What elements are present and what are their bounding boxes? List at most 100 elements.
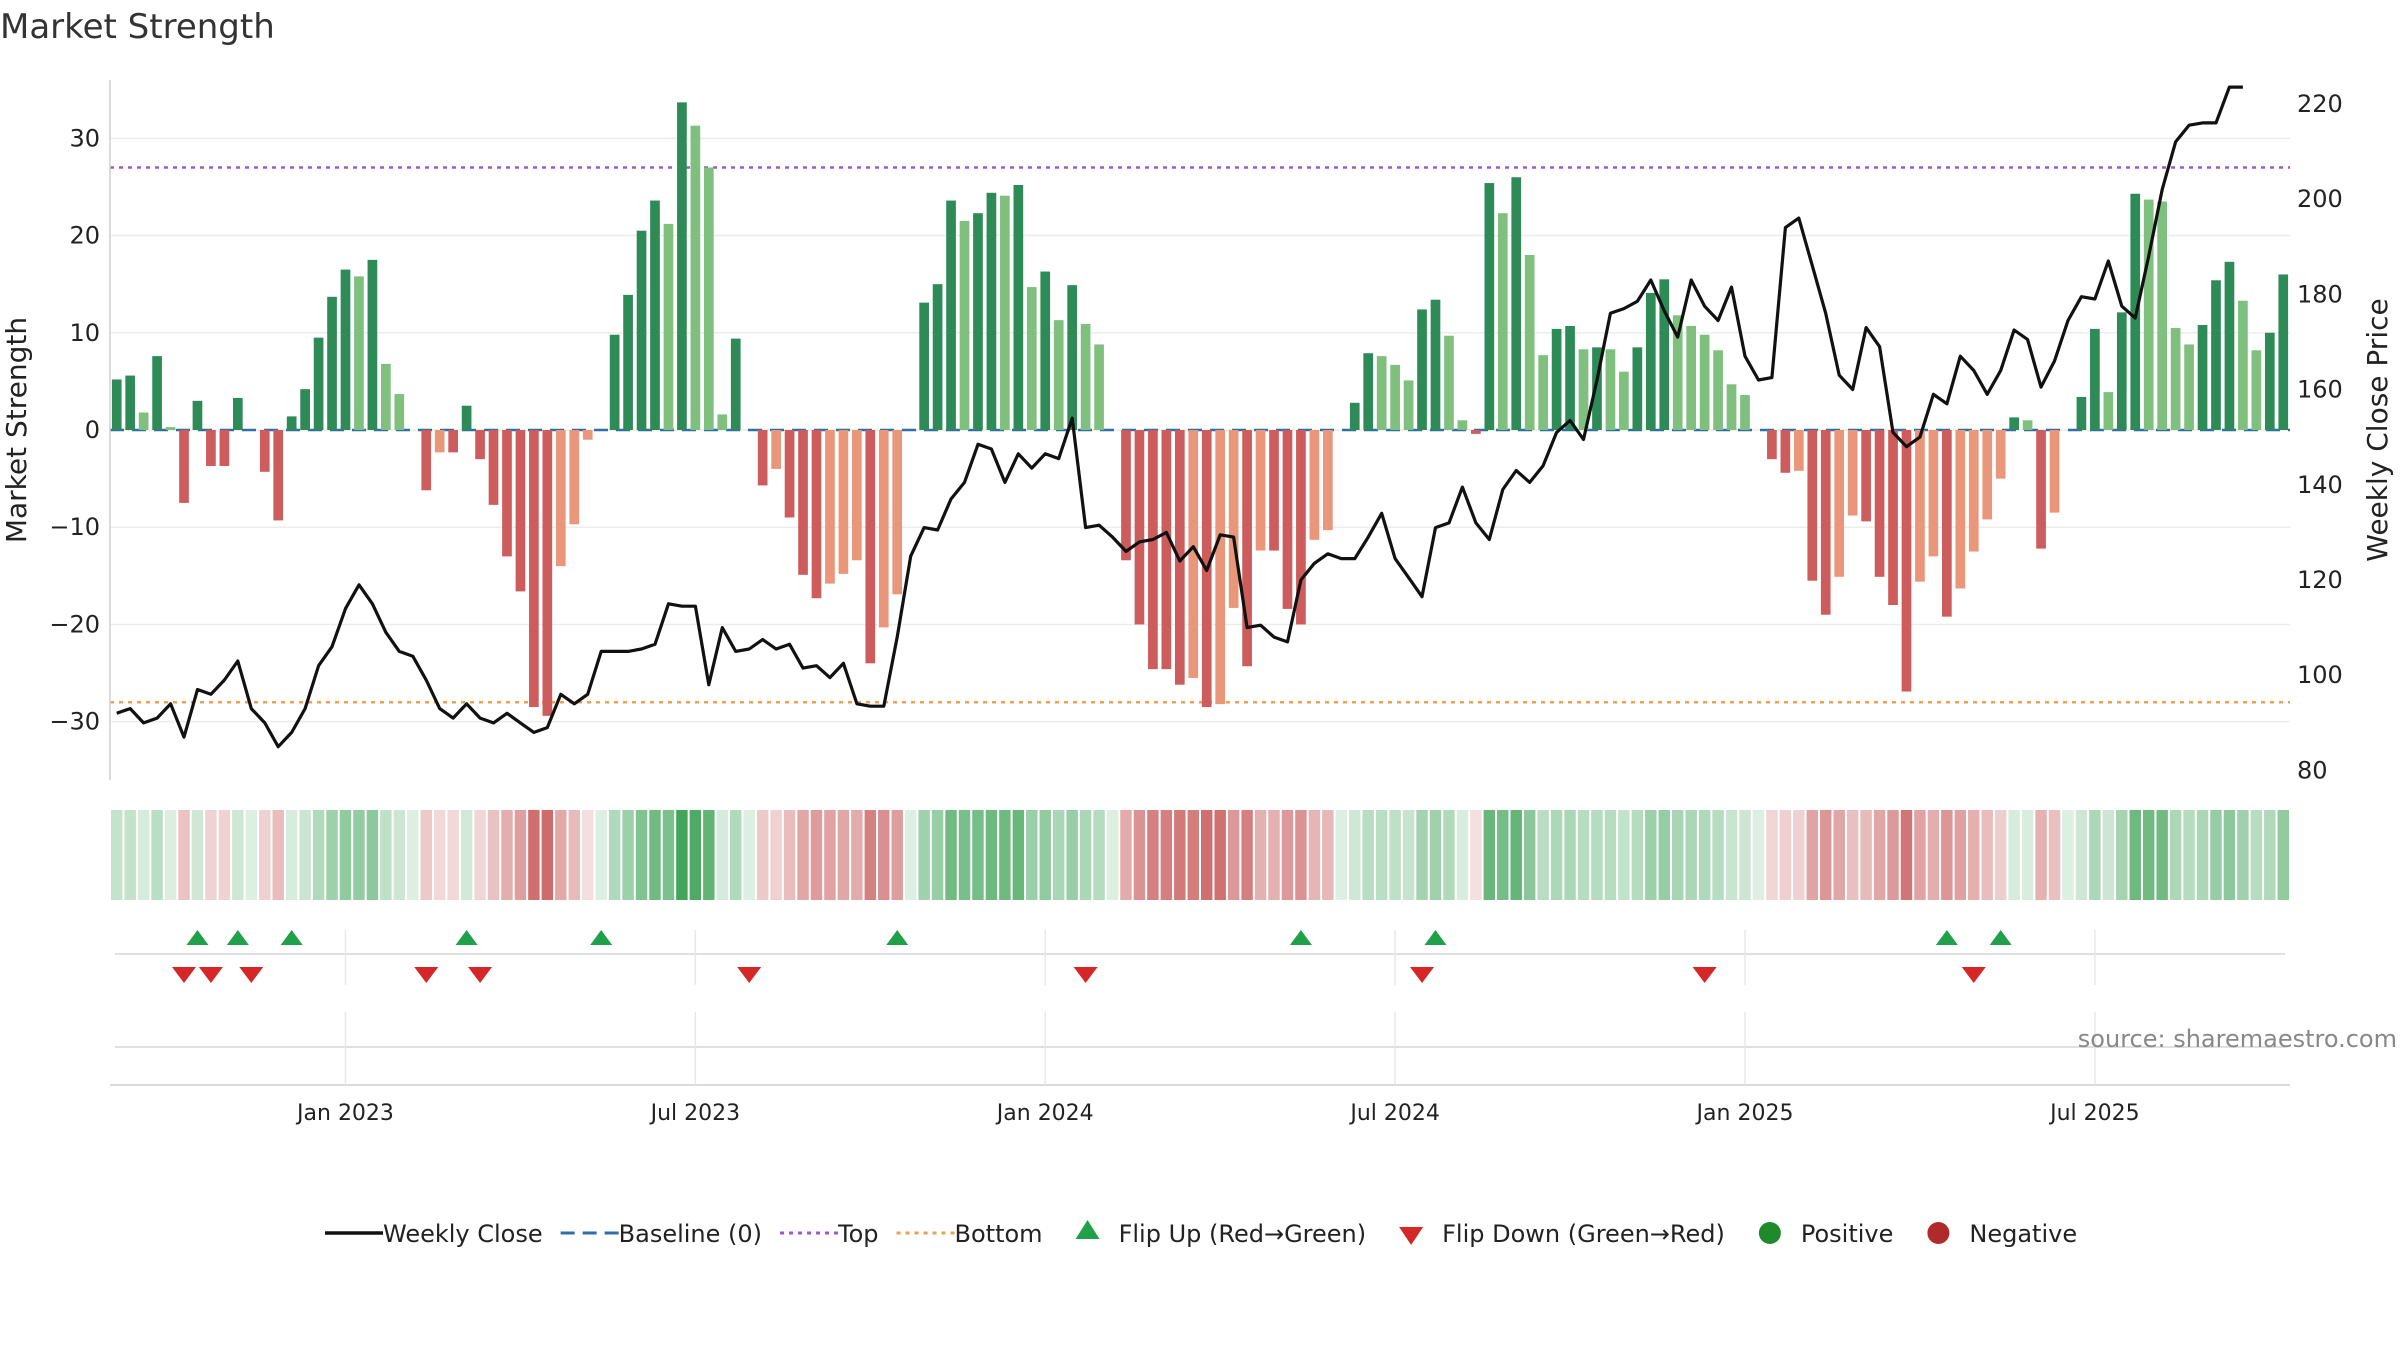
legend-swatch-marker xyxy=(1075,1220,1100,1239)
strength-bar xyxy=(340,269,351,430)
heat-cell xyxy=(2142,810,2155,900)
strength-bar xyxy=(1067,285,1078,430)
heat-cell xyxy=(864,810,877,900)
strength-bar xyxy=(1403,380,1414,430)
strength-bar xyxy=(1457,420,1468,430)
heat-cell xyxy=(1147,810,1159,900)
strength-bar xyxy=(1968,430,1979,552)
heat-cell xyxy=(783,810,796,900)
heat-cell xyxy=(2048,810,2061,900)
heat-cell xyxy=(1645,810,1657,900)
strength-bar xyxy=(300,389,310,430)
heat-cell xyxy=(1685,810,1697,900)
heat-cell xyxy=(1039,810,1051,900)
y2-tick-label: 120 xyxy=(2297,566,2343,594)
strength-bar xyxy=(973,213,983,430)
heat-cell xyxy=(797,810,809,900)
heat-cell xyxy=(837,810,850,900)
heat-cell xyxy=(191,810,204,900)
heat-cell xyxy=(1793,810,1805,900)
strength-bar xyxy=(515,430,526,592)
heat-cell xyxy=(662,810,675,900)
heat-cell xyxy=(770,810,782,900)
heat-cell xyxy=(339,810,352,900)
strength-bar xyxy=(703,167,714,430)
strength-bar xyxy=(1094,344,1104,430)
legend-item: Top xyxy=(780,1220,879,1248)
strength-bar xyxy=(1026,287,1037,430)
flip-down-marker xyxy=(1410,967,1435,983)
date-tick-label: Jul 2025 xyxy=(2048,1101,2140,1126)
heat-cell xyxy=(1981,810,1993,900)
strength-bar xyxy=(852,430,862,561)
heat-cell xyxy=(931,810,944,900)
heat-cell xyxy=(1375,810,1388,900)
flip-up-marker xyxy=(186,930,209,945)
strength-bar xyxy=(1928,430,1939,557)
strength-bar xyxy=(730,338,741,430)
strength-bar xyxy=(2184,344,2194,430)
heat-cell xyxy=(1860,810,1872,900)
heat-cell xyxy=(1833,810,1845,900)
heat-cell xyxy=(581,810,594,900)
flip-up-marker xyxy=(1935,930,1958,945)
strength-bar xyxy=(192,400,203,430)
heat-cell xyxy=(1456,810,1469,900)
strength-bar xyxy=(1000,195,1010,430)
flip-up-marker xyxy=(280,930,303,945)
legend-item: Weekly Close xyxy=(325,1220,543,1248)
strength-bar xyxy=(784,430,795,518)
strength-bar xyxy=(1242,430,1252,667)
strength-bar xyxy=(1874,430,1885,577)
strength-bar xyxy=(1834,430,1845,577)
legend-label: Top xyxy=(837,1220,879,1248)
strength-bar xyxy=(1619,371,1629,430)
flip-down-marker xyxy=(1073,967,1098,983)
flip-up-marker xyxy=(226,930,249,945)
heat-cell xyxy=(1820,810,1832,900)
heat-cell xyxy=(555,810,567,900)
strength-bar xyxy=(1228,430,1239,608)
legend-swatch-marker xyxy=(1927,1222,1950,1244)
strength-bar xyxy=(421,430,432,491)
heat-cell xyxy=(1389,810,1401,900)
heat-cell xyxy=(1698,810,1711,900)
heat-cell xyxy=(1362,810,1374,900)
heat-cell xyxy=(1214,810,1226,900)
y2-axis-title: Weekly Close Price xyxy=(2361,298,2394,561)
strength-bar xyxy=(1793,430,1804,471)
heat-cell xyxy=(326,810,338,900)
heat-cell xyxy=(1766,810,1778,900)
heat-cell xyxy=(1066,810,1078,900)
heat-cell xyxy=(514,810,527,900)
heat-cell xyxy=(1900,810,1913,900)
legend-label: Flip Up (Red→Green) xyxy=(1119,1220,1367,1248)
heat-cell xyxy=(2008,810,2020,900)
strength-bar xyxy=(932,284,943,430)
strength-bar xyxy=(1188,430,1199,678)
legend-swatch-marker xyxy=(1399,1227,1424,1245)
heat-cell xyxy=(1120,810,1132,900)
flip-up-marker xyxy=(886,930,909,945)
heat-cell xyxy=(353,810,365,900)
heat-cell xyxy=(1026,810,1038,900)
strength-bar xyxy=(461,405,472,430)
strength-bar xyxy=(2170,327,2181,430)
heat-cell xyxy=(1618,810,1630,900)
strength-bar xyxy=(771,430,781,469)
strength-bar xyxy=(1955,430,1966,589)
heat-cell xyxy=(1846,810,1859,900)
heat-cell xyxy=(1564,810,1576,900)
heat-cell xyxy=(1914,810,1926,900)
heat-cell xyxy=(756,810,769,900)
flip-down-marker xyxy=(239,967,264,983)
strength-heat-strip xyxy=(111,810,2289,900)
heat-cell xyxy=(164,810,177,900)
strength-bar xyxy=(1134,430,1145,625)
strength-bar xyxy=(1861,430,1871,522)
heat-cell xyxy=(1806,810,1819,900)
strength-bar xyxy=(1713,350,1723,430)
heat-cell xyxy=(1227,810,1240,900)
y-tick-label: 20 xyxy=(69,222,100,250)
strength-bar xyxy=(2009,417,2019,430)
